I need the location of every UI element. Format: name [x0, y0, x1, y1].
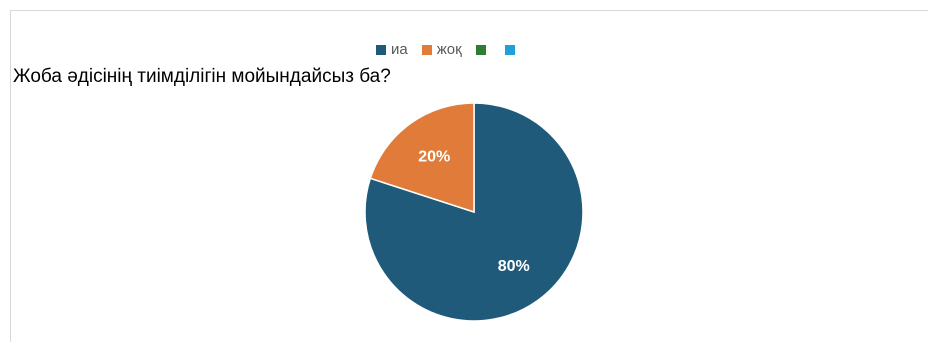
pie-slice-label-2: 20%: [418, 149, 450, 166]
pie-slice-label-1: 80%: [498, 258, 530, 275]
